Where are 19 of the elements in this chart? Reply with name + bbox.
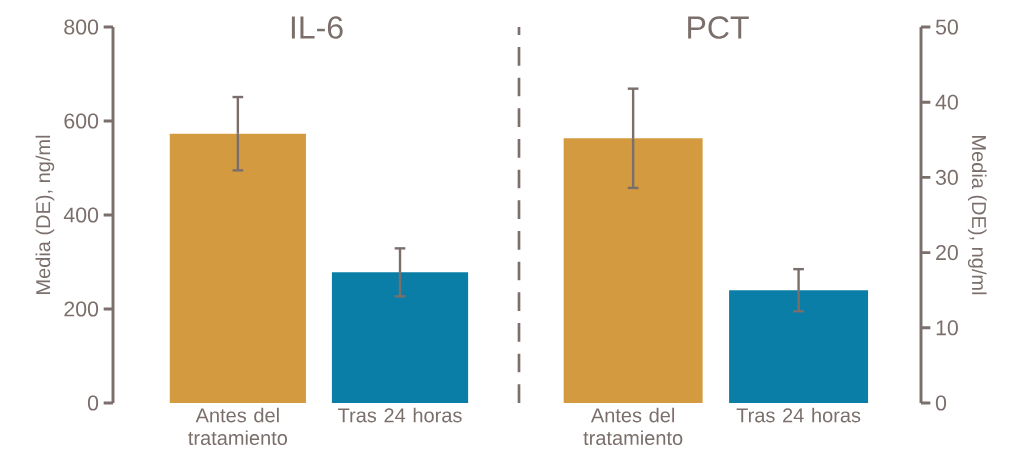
y2-tick-label: 20 (936, 245, 958, 261)
x-tick-label: Antes del tratamiento (188, 407, 288, 446)
y2-tick-label: 30 (935, 169, 958, 185)
y2-tick-label: 10 (936, 320, 958, 336)
y-tick-label: 600 (64, 113, 99, 129)
y-tick-label: 200 (64, 301, 99, 317)
y-tick-label: 400 (63, 207, 99, 223)
y2-axis-title: Media (DE), ng/ml (967, 136, 987, 295)
chart-title: IL-6 (291, 16, 343, 39)
y-tick-label: 800 (64, 19, 99, 35)
y-axis-title: Media (DE), ng/ml (35, 135, 55, 294)
y-tick-label: 0 (87, 395, 99, 411)
x-tick-label: Tras 24 horas (736, 407, 861, 423)
y2-tick-label: 50 (935, 19, 958, 35)
y2-tick-label: 0 (935, 395, 947, 411)
x-tick-label: Tras 24 horas (338, 407, 462, 423)
chart-title: PCT (688, 16, 749, 39)
y2-tick-label: 40 (935, 94, 958, 110)
x-tick-label: Antes del tratamiento (583, 407, 683, 446)
